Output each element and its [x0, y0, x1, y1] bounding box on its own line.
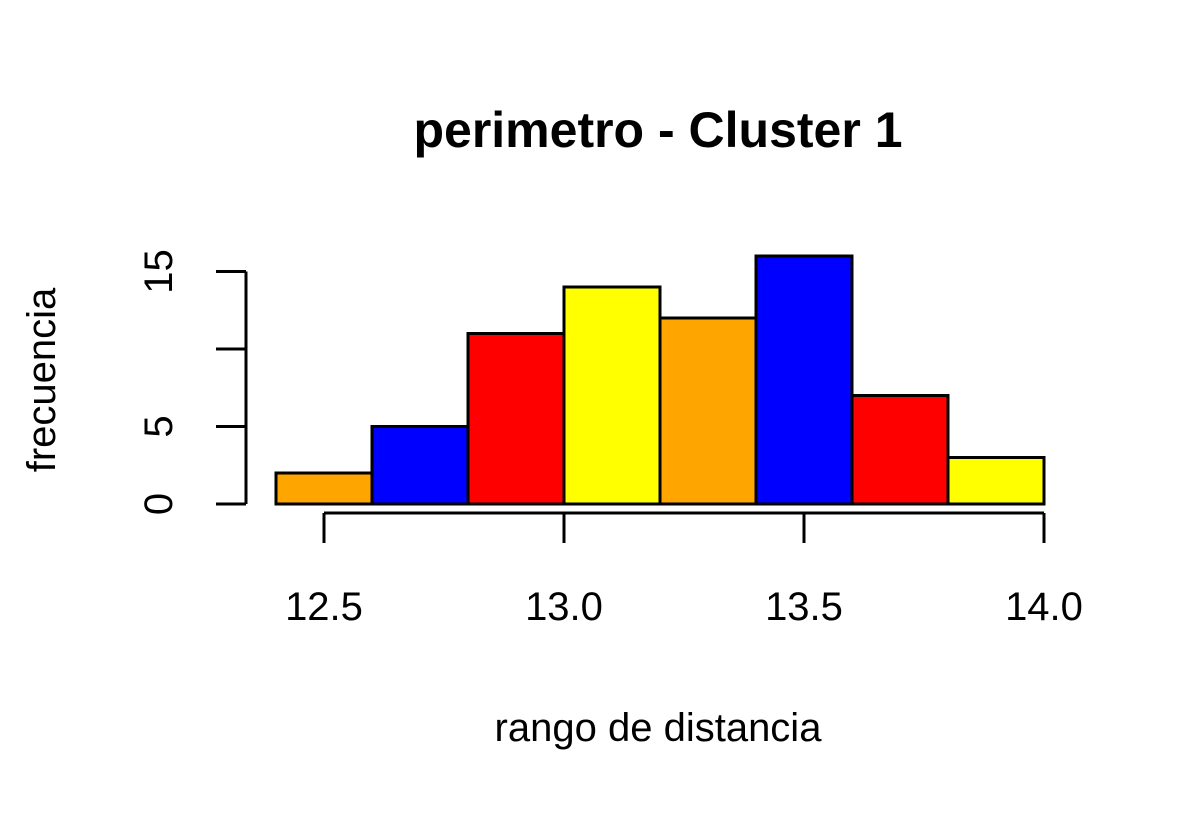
x-tick-label-1: 13.0: [525, 585, 603, 629]
x-tick-label-2: 13.5: [765, 585, 843, 629]
bar-7: [946, 456, 1046, 506]
bar-6: [850, 394, 950, 506]
bar-1: [370, 425, 470, 506]
y-axis: 0 5 15: [137, 249, 248, 515]
y-tick-label-1: 5: [137, 415, 181, 437]
bar-2: [466, 332, 566, 506]
x-tick-label-0: 12.5: [285, 585, 363, 629]
x-tick-label-3: 14.0: [1005, 585, 1083, 629]
bar-5: [754, 254, 854, 506]
x-axis: 12.5 13.0 13.5 14.0: [285, 511, 1083, 629]
chart-title: perimetro - Cluster 1: [413, 102, 902, 158]
y-tick-label-3: 15: [137, 249, 181, 294]
y-axis-label: frecuencia: [20, 287, 64, 472]
bar-4: [658, 316, 758, 506]
bar-0: [274, 471, 374, 506]
x-axis-label: rango de distancia: [495, 706, 823, 750]
y-tick-label-0: 0: [137, 493, 181, 515]
histogram-bars: [274, 254, 1046, 506]
bar-3: [562, 285, 662, 506]
